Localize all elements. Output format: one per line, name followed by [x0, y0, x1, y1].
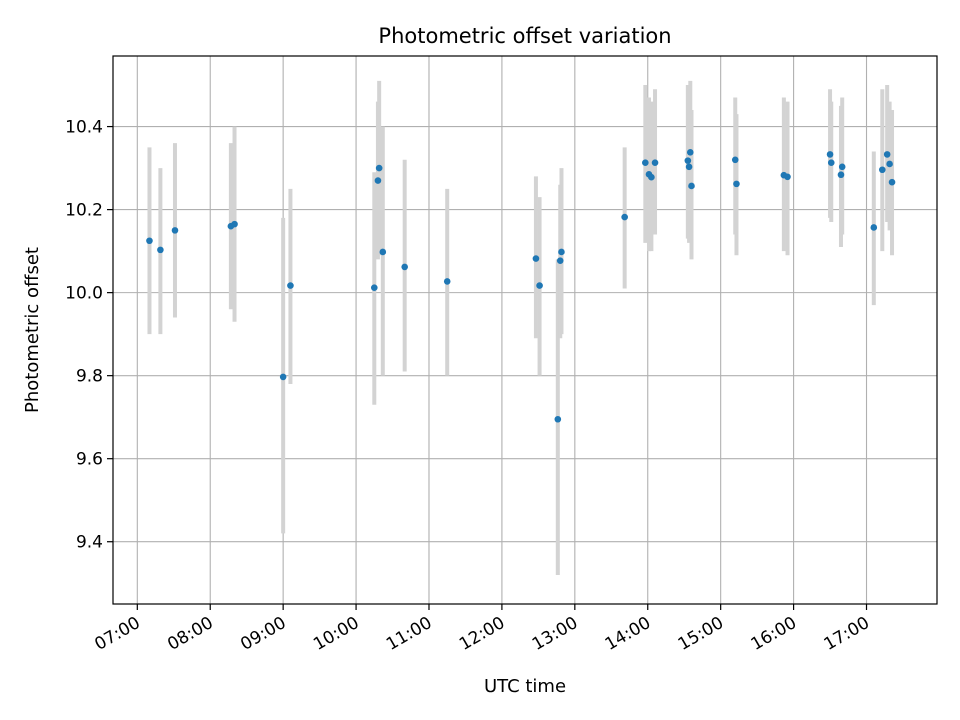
data-point [375, 164, 383, 172]
data-point [642, 159, 649, 166]
data-point [888, 178, 896, 186]
data-point [733, 180, 740, 188]
y-tick-label: 9.4 [76, 533, 103, 553]
y-tick-label: 10.4 [65, 118, 103, 138]
data-point [370, 284, 378, 291]
y-axis-ticks: 9.4 9.6 9.8 10.0 10.2 10.4 [65, 118, 113, 553]
data-point [648, 173, 655, 181]
y-tick-label: 10.2 [65, 201, 103, 221]
data-point [379, 248, 387, 256]
data-point [886, 160, 893, 168]
data-point [536, 282, 543, 289]
data-point [621, 213, 628, 221]
data-point [879, 166, 886, 174]
data-point [686, 149, 694, 156]
data-point [374, 177, 382, 184]
grid-lines [113, 56, 937, 604]
data-point [731, 156, 739, 164]
data-point [287, 282, 294, 289]
y-axis-label: Photometric offset [22, 247, 43, 413]
x-axis-label: UTC time [484, 676, 566, 697]
data-point [826, 151, 834, 158]
chart-title: Photometric offset variation [378, 24, 671, 48]
data-point [556, 257, 564, 264]
data-point [146, 237, 153, 245]
data-point [401, 263, 408, 271]
data-point [231, 220, 238, 228]
data-point [171, 227, 179, 234]
data-point [827, 159, 835, 166]
data-point [279, 373, 287, 381]
data-point [558, 248, 565, 256]
y-tick-label: 9.8 [76, 367, 103, 387]
data-point [685, 163, 693, 171]
data-point [651, 159, 659, 166]
data-point [870, 224, 878, 231]
data-points [146, 149, 896, 423]
data-point [157, 246, 164, 254]
data-point [443, 278, 451, 285]
data-point [532, 255, 540, 262]
y-tick-label: 10.0 [65, 284, 103, 304]
data-point [688, 182, 695, 190]
data-point [784, 173, 791, 181]
data-point [883, 151, 891, 158]
data-point [838, 163, 846, 171]
y-tick-label: 9.6 [76, 450, 103, 470]
data-point [554, 415, 562, 423]
plot-frame [112, 55, 938, 605]
data-point [837, 171, 845, 179]
data-point [684, 157, 692, 164]
